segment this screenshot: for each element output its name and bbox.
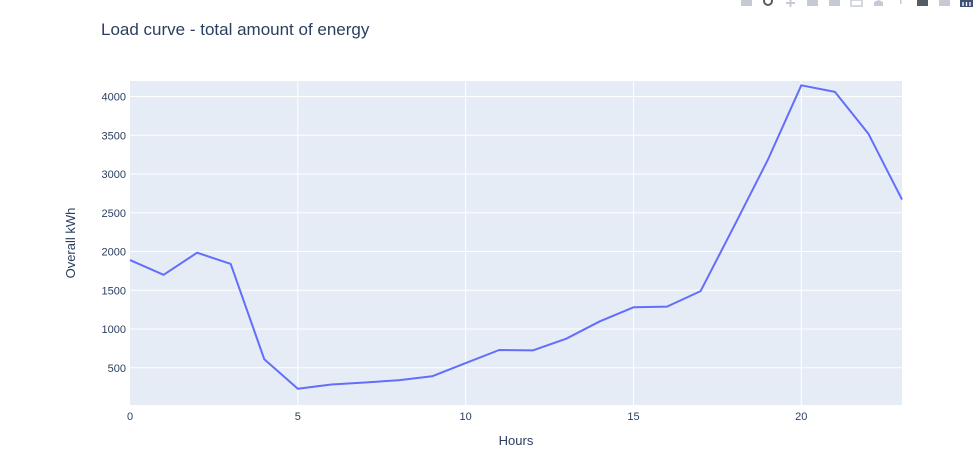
chart-title: Load curve - total amount of energy: [101, 20, 370, 39]
data-point[interactable]: [463, 360, 469, 366]
x-tick-label: 0: [127, 411, 133, 423]
y-tick-labels: 500 1000 1500 2000 2500 3000 3500 4000: [102, 92, 126, 375]
y-tick-label: 500: [108, 363, 126, 375]
data-point[interactable]: [597, 318, 603, 324]
gridlines: [130, 81, 902, 405]
zoom-icon[interactable]: [762, 0, 775, 7]
data-point[interactable]: [295, 386, 301, 392]
hover-compare-icon[interactable]: [938, 0, 951, 7]
y-tick-label: 3000: [102, 169, 126, 181]
data-point[interactable]: [127, 257, 133, 263]
y-axis-title: Overall kWh: [63, 208, 78, 279]
series-line[interactable]: [129, 84, 903, 390]
y-tick-label: 4000: [102, 92, 126, 104]
y-tick-label: 1500: [102, 285, 126, 297]
data-point[interactable]: [161, 272, 167, 278]
zoom-out-icon[interactable]: [828, 0, 841, 7]
y-tick-label: 2500: [102, 208, 126, 220]
data-point[interactable]: [261, 356, 267, 362]
x-tick-label: 15: [627, 411, 639, 423]
camera-icon[interactable]: [740, 0, 753, 7]
home-icon[interactable]: [872, 0, 885, 7]
data-point[interactable]: [731, 223, 737, 229]
data-point[interactable]: [630, 304, 636, 310]
data-point[interactable]: [899, 197, 905, 203]
data-point[interactable]: [530, 347, 536, 353]
data-point[interactable]: [194, 250, 200, 256]
x-tick-labels: 0 5 10 15 20: [127, 411, 807, 423]
data-point[interactable]: [832, 89, 838, 95]
data-point[interactable]: [765, 157, 771, 163]
hover-closest-icon[interactable]: [916, 0, 929, 7]
y-tick-label: 3500: [102, 130, 126, 142]
data-point[interactable]: [698, 288, 704, 294]
x-tick-label: 20: [795, 411, 807, 423]
autoscale-icon[interactable]: [850, 0, 863, 7]
x-tick-label: 5: [295, 411, 301, 423]
data-point[interactable]: [429, 373, 435, 379]
y-tick-label: 2000: [102, 247, 126, 259]
plotly-logo-icon[interactable]: [960, 0, 973, 7]
x-tick-label: 10: [460, 411, 472, 423]
modebar: [740, 0, 973, 7]
series-group: [127, 82, 905, 392]
y-tick-label: 1000: [102, 324, 126, 336]
data-point[interactable]: [328, 381, 334, 387]
zoom-in-icon[interactable]: [806, 0, 819, 7]
pan-icon[interactable]: [784, 0, 797, 7]
plot-area[interactable]: [130, 81, 902, 405]
data-point[interactable]: [865, 131, 871, 137]
x-axis-title: Hours: [499, 433, 534, 448]
data-point[interactable]: [664, 304, 670, 310]
data-point[interactable]: [228, 261, 234, 267]
spike-lines-icon[interactable]: [894, 0, 907, 7]
data-point[interactable]: [798, 82, 804, 88]
data-point[interactable]: [496, 347, 502, 353]
data-point[interactable]: [563, 336, 569, 342]
data-point[interactable]: [362, 380, 368, 386]
data-point[interactable]: [396, 377, 402, 383]
